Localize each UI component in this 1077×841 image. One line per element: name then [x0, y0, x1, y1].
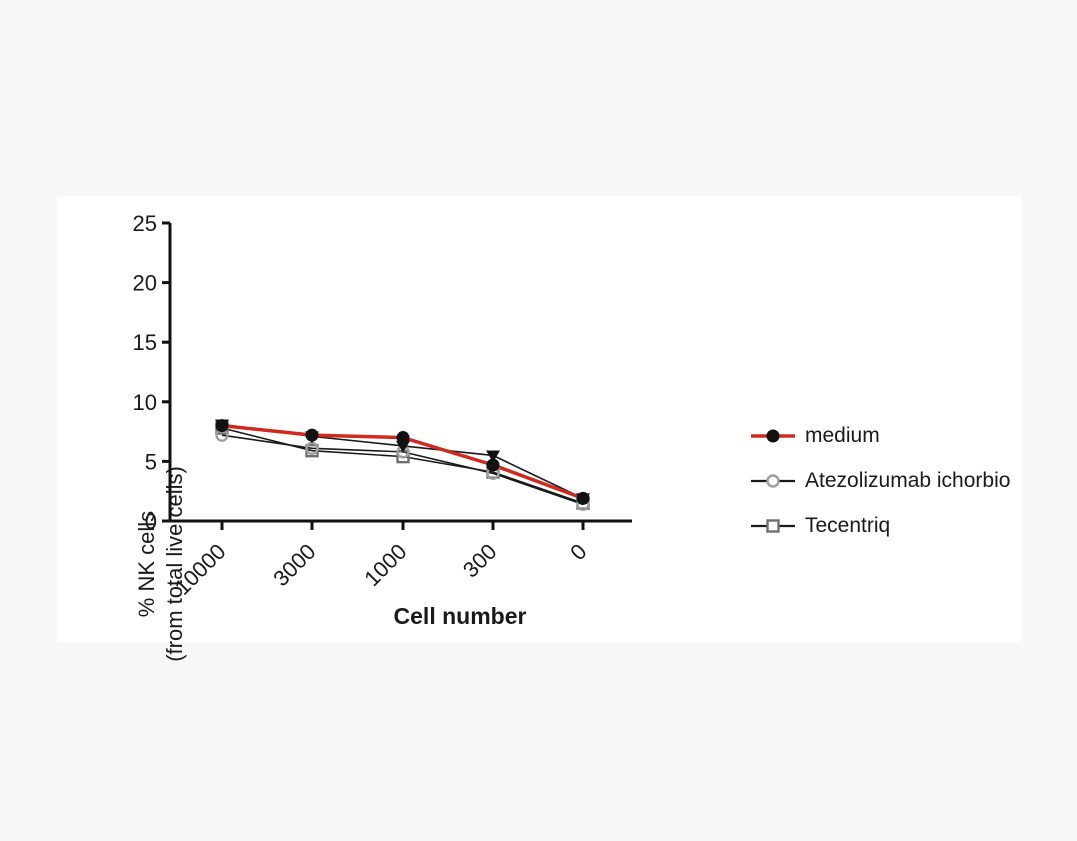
y-tick-label: 0: [145, 509, 157, 534]
legend-label-atezolizumab: Atezolizumab ichorbio: [805, 469, 1011, 492]
x-tick-label: 300: [458, 539, 502, 583]
legend-marker: [766, 429, 780, 443]
y-tick-label: 25: [133, 211, 157, 236]
series-medium-marker: [305, 428, 319, 442]
legend-marker: [766, 474, 780, 488]
legend-marker-atezolizumab-icon: [751, 474, 795, 488]
x-tick-label: 0: [565, 539, 591, 565]
x-tick-label: 1000: [359, 539, 411, 591]
series-medium-marker: [215, 419, 229, 433]
x-axis-title: Cell number: [394, 603, 527, 629]
series-medium-marker: [486, 458, 500, 472]
chart-panel: % NK cells (from total live cells) mediu…: [57, 196, 1022, 662]
series-unlabeled-triangle-marker: [486, 450, 500, 463]
legend: medium Atezolizumab ichorbio Tecentriq: [751, 422, 1010, 540]
legend-marker-medium-icon: [751, 429, 795, 443]
y-tick-label: 15: [133, 330, 157, 355]
legend-item-tecentriq: Tecentriq: [751, 512, 1010, 540]
series-medium-marker: [576, 491, 590, 505]
x-tick-label: 3000: [268, 539, 320, 591]
legend-marker-tecentriq-icon: [751, 519, 795, 533]
series-unlabeled-triangle-marker: [396, 440, 410, 453]
legend-marker: [766, 519, 780, 533]
series-medium-marker: [396, 431, 410, 445]
legend-label-tecentriq: Tecentriq: [805, 514, 891, 537]
y-tick-label: 5: [145, 449, 157, 474]
legend-item-atezolizumab: Atezolizumab ichorbio: [751, 467, 1010, 495]
legend-label-medium: medium: [805, 424, 880, 447]
y-tick-label: 20: [133, 271, 157, 296]
legend-item-medium: medium: [751, 422, 1010, 450]
x-tick-label: 10000: [170, 539, 231, 600]
y-tick-label: 10: [133, 390, 157, 415]
